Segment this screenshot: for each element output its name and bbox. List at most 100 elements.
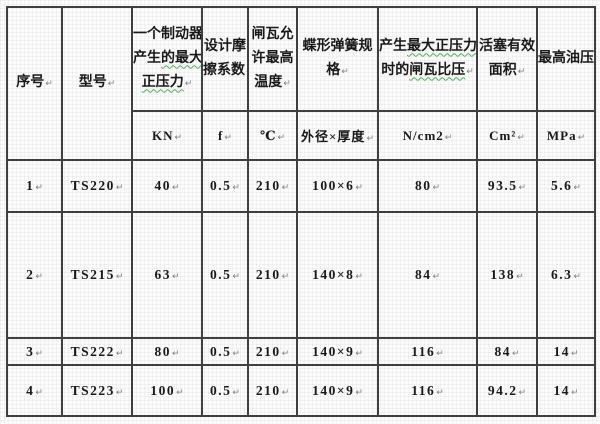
cell-text: 210 xyxy=(255,382,281,398)
cell-r3-max-normal-force: 100↵ xyxy=(131,364,203,417)
header-row-units: KN↵ f↵ ℃↵ 外径×厚度↵ N/cm2↵ Cm²↵ MPa↵ xyxy=(7,110,596,161)
cell-r0-shoe-pressure: 80↵ xyxy=(377,159,478,213)
header-text: 活塞有效 xyxy=(479,38,535,54)
header-line: 时的闸瓦比压↵ xyxy=(380,59,475,84)
cell-r2-max-normal-force: 80↵ xyxy=(131,337,203,366)
return-mark: ↵ xyxy=(570,387,579,398)
header-row-1: 序号↵ 型号↵ 一个制动器 产生的最大 正压力↵ 设计摩 擦系数↵ 闸瓦允 许最… xyxy=(6,6,596,161)
cell-text: 100×6 xyxy=(312,178,355,193)
header-text: 一个制动器 xyxy=(133,26,202,42)
unit-text: Cm² xyxy=(489,127,517,143)
unit-disc-spring-spec: 外径×厚度↵ xyxy=(296,110,379,161)
return-mark: ↵ xyxy=(176,387,184,398)
return-mark: ↵ xyxy=(573,272,581,282)
return-mark: ↵ xyxy=(518,387,527,398)
header-line: 产生最大正压力 xyxy=(379,35,475,59)
header-line: 擦系数↵ xyxy=(203,59,246,84)
return-mark: ↵ xyxy=(171,183,180,193)
return-mark: ↵ xyxy=(517,132,525,143)
cell-r0-seq: 1↵ xyxy=(6,159,63,213)
return-mark: ↵ xyxy=(171,348,180,359)
header-text: 蝶形弹簧规 xyxy=(302,38,373,54)
header-text-wavy: 正压力 xyxy=(141,74,184,90)
unit-text: 外径×厚度 xyxy=(301,129,366,144)
cell-r0-model: TS220↵ xyxy=(61,159,133,213)
return-mark: ↵ xyxy=(232,183,240,193)
return-mark: ↵ xyxy=(570,348,579,359)
return-mark: ↵ xyxy=(35,183,43,193)
header-seq: 序号↵ xyxy=(6,6,63,161)
cell-r3-model: TS223↵ xyxy=(61,364,133,417)
cell-r0-friction: 0.5↵ xyxy=(201,159,249,213)
cell-text: TS220 xyxy=(70,178,115,193)
cell-r3-oil-pressure: 14↵ xyxy=(536,364,596,417)
cell-text: 14 xyxy=(553,382,570,398)
cell-r0-max-normal-force: 40↵ xyxy=(131,159,203,213)
return-mark: ↵ xyxy=(355,387,363,398)
return-mark: ↵ xyxy=(107,79,116,89)
cell-r2-shoe-pressure: 116↵ xyxy=(377,337,478,366)
header-line: 温度↵ xyxy=(250,71,295,96)
cell-text: 210 xyxy=(255,178,281,193)
cell-text: TS215 xyxy=(70,267,115,282)
return-mark: ↵ xyxy=(171,272,180,282)
cell-text: 0.5 xyxy=(210,267,232,282)
cell-text: 14 xyxy=(553,343,570,359)
cell-text: 0.5 xyxy=(210,382,232,398)
header-text: 最高油压 xyxy=(538,51,594,66)
return-mark: ↵ xyxy=(355,272,363,282)
cell-text: TS223 xyxy=(70,382,115,398)
table-row: 3↵ TS222↵ 80↵ 0.5↵ 210↵ 140×9↵ 116↵ 84↵ … xyxy=(6,337,596,366)
cell-r0-spring: 100×6↵ xyxy=(296,159,379,213)
header-text: 产生 xyxy=(379,38,407,54)
header-text: 擦系数 xyxy=(203,62,245,78)
header-piston-effective-area: 活塞有效 面积↵ xyxy=(476,6,538,112)
header-text: 设计摩 xyxy=(204,38,246,54)
cell-text: 4 xyxy=(26,382,35,398)
header-line: 许最高 xyxy=(250,47,295,71)
cell-r3-friction: 0.5↵ xyxy=(201,364,249,417)
unit-piston-effective-area: Cm²↵ xyxy=(476,110,538,161)
header-text: 格 xyxy=(326,62,341,78)
cell-r2-model: TS222↵ xyxy=(61,337,133,366)
cell-text: 94.2 xyxy=(487,382,518,398)
cell-text: 93.5 xyxy=(487,178,518,193)
return-mark: ↵ xyxy=(281,272,290,282)
return-mark: ↵ xyxy=(281,348,290,359)
header-text: 温度 xyxy=(254,74,283,90)
header-line: 闸瓦允 xyxy=(250,23,295,47)
cell-r1-temp: 210↵ xyxy=(247,211,298,339)
return-mark: ↵ xyxy=(281,183,290,193)
cell-r2-piston-area: 84↵ xyxy=(476,337,538,366)
cell-r1-oil-pressure: 6.3↵ xyxy=(536,211,596,339)
cell-r2-seq: 3↵ xyxy=(6,337,63,366)
return-mark: ↵ xyxy=(232,387,240,398)
cell-r0-oil-pressure: 5.6↵ xyxy=(536,159,596,213)
return-mark: ↵ xyxy=(436,387,444,398)
cell-text: 0.5 xyxy=(210,178,232,193)
header-text: 许最高 xyxy=(251,50,294,66)
return-mark: ↵ xyxy=(277,132,286,143)
cell-r2-spring: 140×9↵ xyxy=(296,337,379,366)
return-mark: ↵ xyxy=(516,272,524,282)
header-line: 一个制动器 xyxy=(133,23,202,47)
cell-text: 116 xyxy=(411,382,436,398)
header-line: 活塞有效 xyxy=(479,35,535,59)
cell-text: 80 xyxy=(414,178,432,193)
header-line: 面积↵ xyxy=(479,59,535,84)
unit-text: MPa xyxy=(546,127,577,143)
header-design-friction-coeff: 设计摩 擦系数↵ xyxy=(201,6,249,112)
cell-r2-oil-pressure: 14↵ xyxy=(536,337,596,366)
return-mark: ↵ xyxy=(573,183,581,193)
cell-r1-model: TS215↵ xyxy=(61,211,133,339)
header-text: 闸瓦允 xyxy=(251,26,294,42)
cell-r3-shoe-pressure: 116↵ xyxy=(377,364,478,417)
return-mark: ↵ xyxy=(577,132,586,143)
return-mark: ↵ xyxy=(355,183,363,193)
cell-r3-temp: 210↵ xyxy=(247,364,298,417)
header-text-wavy: 的最大 xyxy=(161,50,202,66)
header-line: 型号↵ xyxy=(64,71,130,96)
cell-text: 80 xyxy=(154,343,171,359)
cell-r1-shoe-pressure: 84↵ xyxy=(377,211,478,339)
cell-text: 40 xyxy=(154,178,171,193)
